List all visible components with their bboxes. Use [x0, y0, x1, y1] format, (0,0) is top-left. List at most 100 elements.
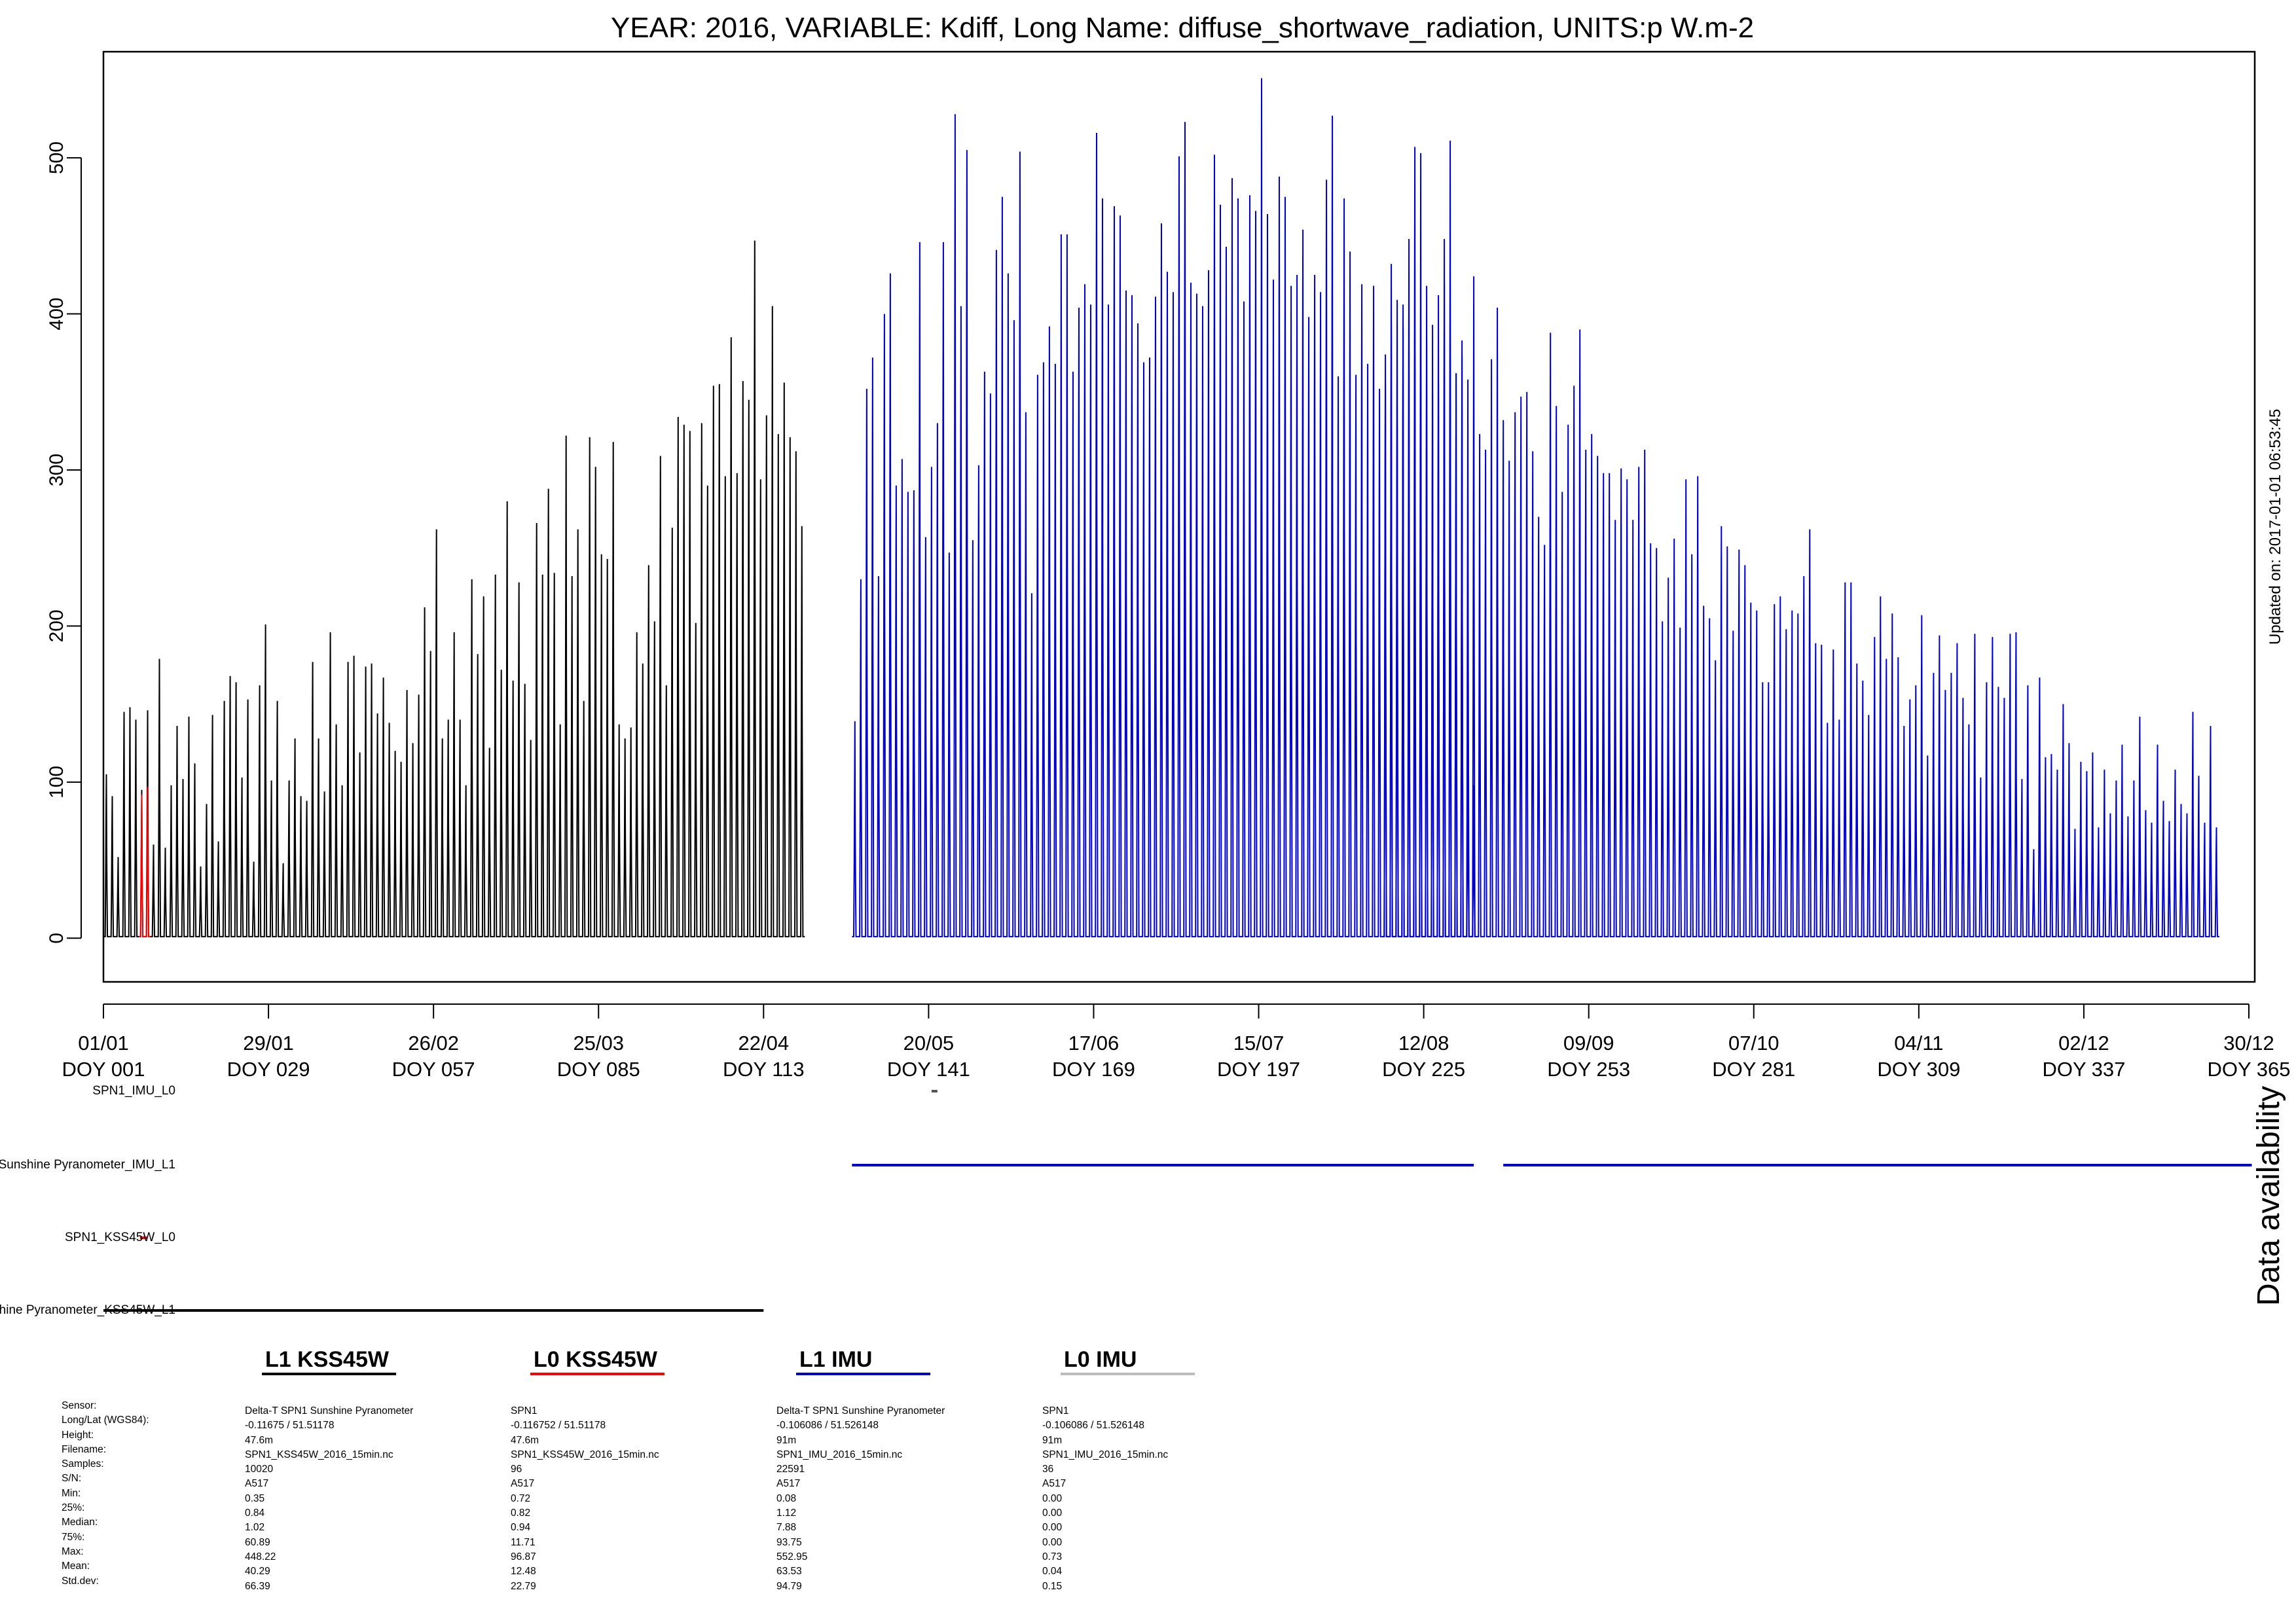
availability-row-label: SPN1_IMU_L0 [92, 1084, 175, 1098]
meta-cell: 40.29 [245, 1566, 270, 1578]
availability-row-label: Delta-T SPN1 Sunshine Pyranometer_KSS45W… [0, 1303, 175, 1317]
legend-swatch [262, 1373, 396, 1375]
x-tick-date: 22/04 [738, 1032, 790, 1055]
series-line [103, 240, 805, 937]
chart-title: YEAR: 2016, VARIABLE: Kdiff, Long Name: … [610, 12, 1755, 44]
meta-column: Delta-T SPN1 Sunshine Pyranometer -0.1060… [776, 1404, 945, 1594]
legend-title: L0 KSS45W [534, 1347, 657, 1372]
x-tick-date: 17/06 [1068, 1032, 1120, 1055]
x-tick-doy: DOY 253 [1547, 1058, 1630, 1081]
x-tick-doy: DOY 029 [227, 1058, 310, 1081]
meta-cell: SPN1_KSS45W_2016_15min.nc [511, 1449, 659, 1460]
x-tick-doy: DOY 113 [723, 1058, 805, 1081]
x-tick-doy: DOY 337 [2042, 1058, 2125, 1081]
meta-cell: 0.00 [1042, 1507, 1063, 1519]
meta-cell: Delta-T SPN1 Sunshine Pyranometer [245, 1405, 414, 1416]
x-tick-date: 26/02 [408, 1032, 459, 1055]
x-tick-date: 20/05 [903, 1032, 955, 1055]
meta-cell: 1.02 [245, 1522, 265, 1534]
y-tick-label: 500 [46, 141, 67, 174]
meta-cell: 0.08 [776, 1492, 797, 1504]
meta-column: SPN1 -0.116752 / 51.51178 47.6m SPN1_KSS45W… [511, 1404, 659, 1594]
y-tick-label: 0 [46, 933, 67, 944]
meta-cell: SPN1_IMU_2016_15min.nc [776, 1449, 903, 1460]
meta-cell: 91m [1042, 1434, 1063, 1446]
series-line [852, 78, 1477, 937]
x-tick-doy: DOY 057 [392, 1058, 475, 1081]
meta-cell: 94.79 [776, 1580, 802, 1592]
y-tick-label: 100 [46, 766, 67, 799]
meta-cell: 93.75 [776, 1536, 802, 1548]
x-tick-date: 30/12 [2223, 1032, 2274, 1055]
x-tick-date: 12/08 [1398, 1032, 1449, 1055]
meta-cell: 22.79 [511, 1580, 536, 1592]
meta-cell: Long/Lat (WGS84): [62, 1415, 149, 1426]
meta-cell: 66.39 [245, 1580, 270, 1592]
meta-cell: A517 [1042, 1478, 1066, 1490]
meta-cell: S/N: [62, 1473, 82, 1485]
meta-cell: 25%: [62, 1502, 85, 1514]
y-tick-label: 300 [46, 454, 67, 486]
meta-cell: 448.22 [245, 1551, 276, 1562]
x-tick-doy: DOY 141 [887, 1058, 970, 1081]
meta-cell: 91m [776, 1434, 797, 1446]
x-tick-doy: DOY 225 [1382, 1058, 1465, 1081]
series-l1-imu-3 [1382, 140, 2219, 937]
meta-cell: 12.48 [511, 1566, 536, 1578]
meta-cell: 552.95 [776, 1551, 808, 1562]
meta-cell: Filename: [62, 1443, 107, 1455]
x-tick-doy: DOY 197 [1217, 1058, 1300, 1081]
meta-cell: SPN1_IMU_2016_15min.nc [1042, 1449, 1169, 1460]
meta-cell: 47.6m [511, 1434, 539, 1446]
meta-cell: A517 [776, 1478, 801, 1490]
meta-cell: Height: [62, 1429, 94, 1441]
y-axis: 0 100 200 300 400 500 [46, 141, 82, 944]
meta-cell: -0.106086 / 51.526148 [1042, 1420, 1144, 1432]
meta-cell: 0.84 [245, 1507, 265, 1519]
x-axis: 01/01 DOY 001 29/01 DOY 029 26/02 DOY 057 25/0… [62, 1003, 2290, 1081]
meta-cell: 0.15 [1042, 1580, 1063, 1592]
meta-labels: Sensor: Long/Lat (WGS84): Height: Filename:… [62, 1399, 149, 1589]
series-line [139, 786, 151, 937]
meta-cell: 7.88 [776, 1522, 797, 1534]
meta-cell: 96 [511, 1464, 522, 1475]
x-tick-doy: DOY 001 [62, 1058, 145, 1081]
meta-cell: A517 [511, 1478, 535, 1490]
legend-title: L1 IMU [799, 1347, 873, 1372]
meta-cell: 11.71 [511, 1536, 536, 1548]
x-tick-doy: DOY 309 [1877, 1058, 1960, 1081]
x-tick-date: 07/10 [1728, 1032, 1779, 1055]
legend-title: L1 KSS45W [265, 1347, 389, 1372]
legend-title: L0 IMU [1064, 1347, 1137, 1372]
series-line [1382, 140, 2219, 937]
x-tick-date: 29/01 [243, 1032, 294, 1055]
meta-cell: Max: [62, 1545, 84, 1557]
meta-cell: -0.106086 / 51.526148 [776, 1420, 879, 1432]
legend-swatch [796, 1373, 930, 1375]
data-availability-label: Data availability [2251, 1085, 2286, 1306]
availability-bars [103, 1090, 2252, 1312]
meta-cell: 96.87 [511, 1551, 536, 1562]
meta-cell: Median: [62, 1517, 98, 1528]
meta-cell: Mean: [62, 1561, 90, 1572]
series-l1-imu-2 [852, 78, 1477, 937]
meta-cell: 0.04 [1042, 1566, 1063, 1578]
x-tick-doy: DOY 085 [557, 1058, 640, 1081]
x-tick-doy: DOY 281 [1712, 1058, 1795, 1081]
meta-cell: 75%: [62, 1531, 85, 1543]
legend-swatch [1061, 1373, 1195, 1375]
availability-row-label: SPN1_KSS45W_L0 [65, 1231, 175, 1244]
meta-cell: 0.00 [1042, 1536, 1063, 1548]
plot-frame [102, 50, 2256, 983]
meta-cell: SPN1_KSS45W_2016_15min.nc [245, 1449, 393, 1460]
meta-cell: Sensor: [62, 1400, 97, 1411]
meta-column: SPN1 -0.106086 / 51.526148 91m SPN1_IMU_201… [1042, 1404, 1168, 1594]
meta-cell: 60.89 [245, 1536, 270, 1548]
meta-cell: -0.116752 / 51.51178 [511, 1420, 606, 1432]
y-tick-label: 200 [46, 609, 67, 642]
meta-cell: 1.12 [776, 1507, 797, 1519]
x-tick-date: 25/03 [573, 1032, 624, 1055]
meta-column: Delta-T SPN1 Sunshine Pyranometer -0.1167… [245, 1404, 413, 1594]
series-l1-kss45w-0 [103, 240, 805, 937]
